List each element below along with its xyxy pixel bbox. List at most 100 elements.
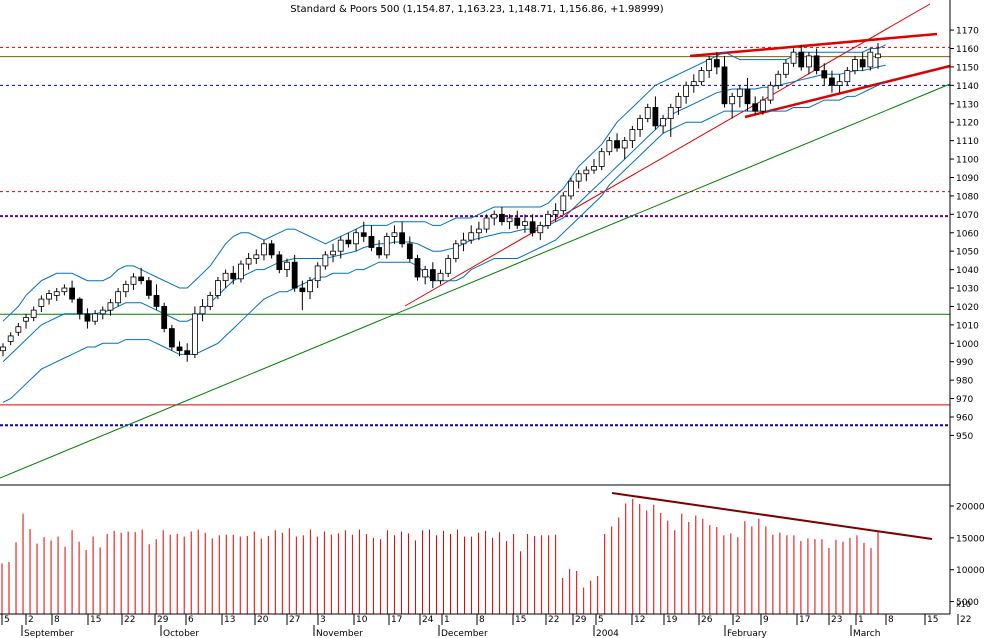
candle xyxy=(115,288,122,307)
candle-body xyxy=(829,77,835,86)
y-tick-label: 1040 xyxy=(956,266,979,276)
candle xyxy=(798,44,805,71)
candle xyxy=(61,284,68,296)
candle-body xyxy=(99,309,106,315)
x-tick-label: 3 xyxy=(320,615,326,625)
x-tick-label: 23 xyxy=(831,615,842,625)
candle-body xyxy=(614,140,620,149)
candle xyxy=(199,299,206,322)
candle-body xyxy=(644,107,651,119)
candle-body xyxy=(76,298,83,315)
candle xyxy=(706,55,713,78)
y-tick-label: 1120 xyxy=(956,119,979,129)
candle xyxy=(23,313,29,329)
x-tick-label: 29 xyxy=(157,615,169,625)
candle-body xyxy=(867,51,874,68)
candle xyxy=(168,324,175,351)
y-tick-label: 1020 xyxy=(956,303,979,313)
x-tick-label: 12 xyxy=(634,615,645,625)
candle xyxy=(606,136,613,156)
candle-body xyxy=(207,294,214,307)
trend-lines xyxy=(0,3,951,540)
candle xyxy=(7,332,14,346)
volume-tick-label: 5000 xyxy=(956,598,979,608)
candlestick-series xyxy=(0,42,881,362)
candle-body xyxy=(621,140,628,149)
candle-body xyxy=(468,232,475,241)
candle xyxy=(437,269,444,285)
y-tick-label: 1140 xyxy=(956,82,979,92)
candle xyxy=(230,265,237,285)
y-tick-label: 1070 xyxy=(956,211,979,221)
candle-body xyxy=(299,287,306,293)
candle-body xyxy=(414,258,421,278)
candle-body xyxy=(222,272,229,282)
candle-body xyxy=(215,280,221,296)
candle xyxy=(859,52,866,71)
candle-body xyxy=(176,346,183,352)
candle-body xyxy=(184,350,191,355)
x-tick-label: 29 xyxy=(575,615,587,625)
y-tick-label: 950 xyxy=(956,432,973,442)
candle xyxy=(422,265,429,285)
candle xyxy=(391,225,398,244)
candle xyxy=(360,221,367,242)
candle-body xyxy=(268,243,275,256)
candle xyxy=(829,70,835,93)
x-tick-label: 22 xyxy=(548,615,559,625)
candle xyxy=(99,306,106,320)
x-tick-label: 24 xyxy=(422,615,434,625)
candle xyxy=(184,343,191,362)
candle xyxy=(675,92,682,115)
candle-body xyxy=(145,280,152,296)
candle-body xyxy=(713,59,720,68)
candle-body xyxy=(406,243,413,259)
candle xyxy=(138,267,145,285)
candle-body xyxy=(821,70,828,79)
candle-body xyxy=(875,53,881,59)
candle-body xyxy=(667,107,674,119)
candle-body xyxy=(721,66,728,105)
candle xyxy=(53,288,60,301)
y-tick-label: 1080 xyxy=(956,192,979,202)
x-tick-label: 1 xyxy=(858,615,864,625)
x-tick-label: 19 xyxy=(666,615,678,625)
x-tick-label: 22 xyxy=(124,615,135,625)
upper-band-line xyxy=(2,44,886,322)
x-tick-label: 2 xyxy=(28,615,34,625)
chart-title: Standard & Poors 500 (1,154.87, 1,163.23… xyxy=(290,4,664,15)
candle-body xyxy=(706,59,713,72)
candle xyxy=(529,214,536,237)
candle xyxy=(145,276,152,300)
candle xyxy=(337,236,344,259)
candle xyxy=(376,240,382,259)
y-tick-label: 1100 xyxy=(956,156,979,166)
candle-body xyxy=(429,269,436,282)
candle-body xyxy=(545,213,551,226)
y-tick-label: 1170 xyxy=(956,27,979,37)
y-tick-label: 1110 xyxy=(956,137,979,147)
candle xyxy=(729,92,736,119)
candle xyxy=(452,240,459,263)
candle xyxy=(644,103,651,123)
candle-body xyxy=(168,328,175,348)
x-tick-label: 20 xyxy=(257,615,269,625)
month-tick-label: October xyxy=(163,629,199,638)
date-axis: 5 2 8 15 22 29 6 13 20 27 3 10 17 24 1 8 15 22 29 5 12 19 26 2 9… xyxy=(1,614,971,638)
long-term-support-trendline xyxy=(0,83,951,479)
candle-body xyxy=(759,99,766,112)
candle xyxy=(852,55,858,75)
x-tick-label: 17 xyxy=(391,615,402,625)
x-tick-label: 15 xyxy=(515,615,526,625)
candle xyxy=(414,254,421,281)
candle-body xyxy=(284,261,290,271)
candle-body xyxy=(376,247,382,256)
candle-body xyxy=(790,51,797,64)
candle-body xyxy=(652,107,659,127)
candle xyxy=(76,297,83,320)
candle-body xyxy=(660,118,666,127)
month-tick-label: December xyxy=(441,629,488,638)
candle xyxy=(69,280,75,303)
x-tick-label: 13 xyxy=(224,615,235,625)
